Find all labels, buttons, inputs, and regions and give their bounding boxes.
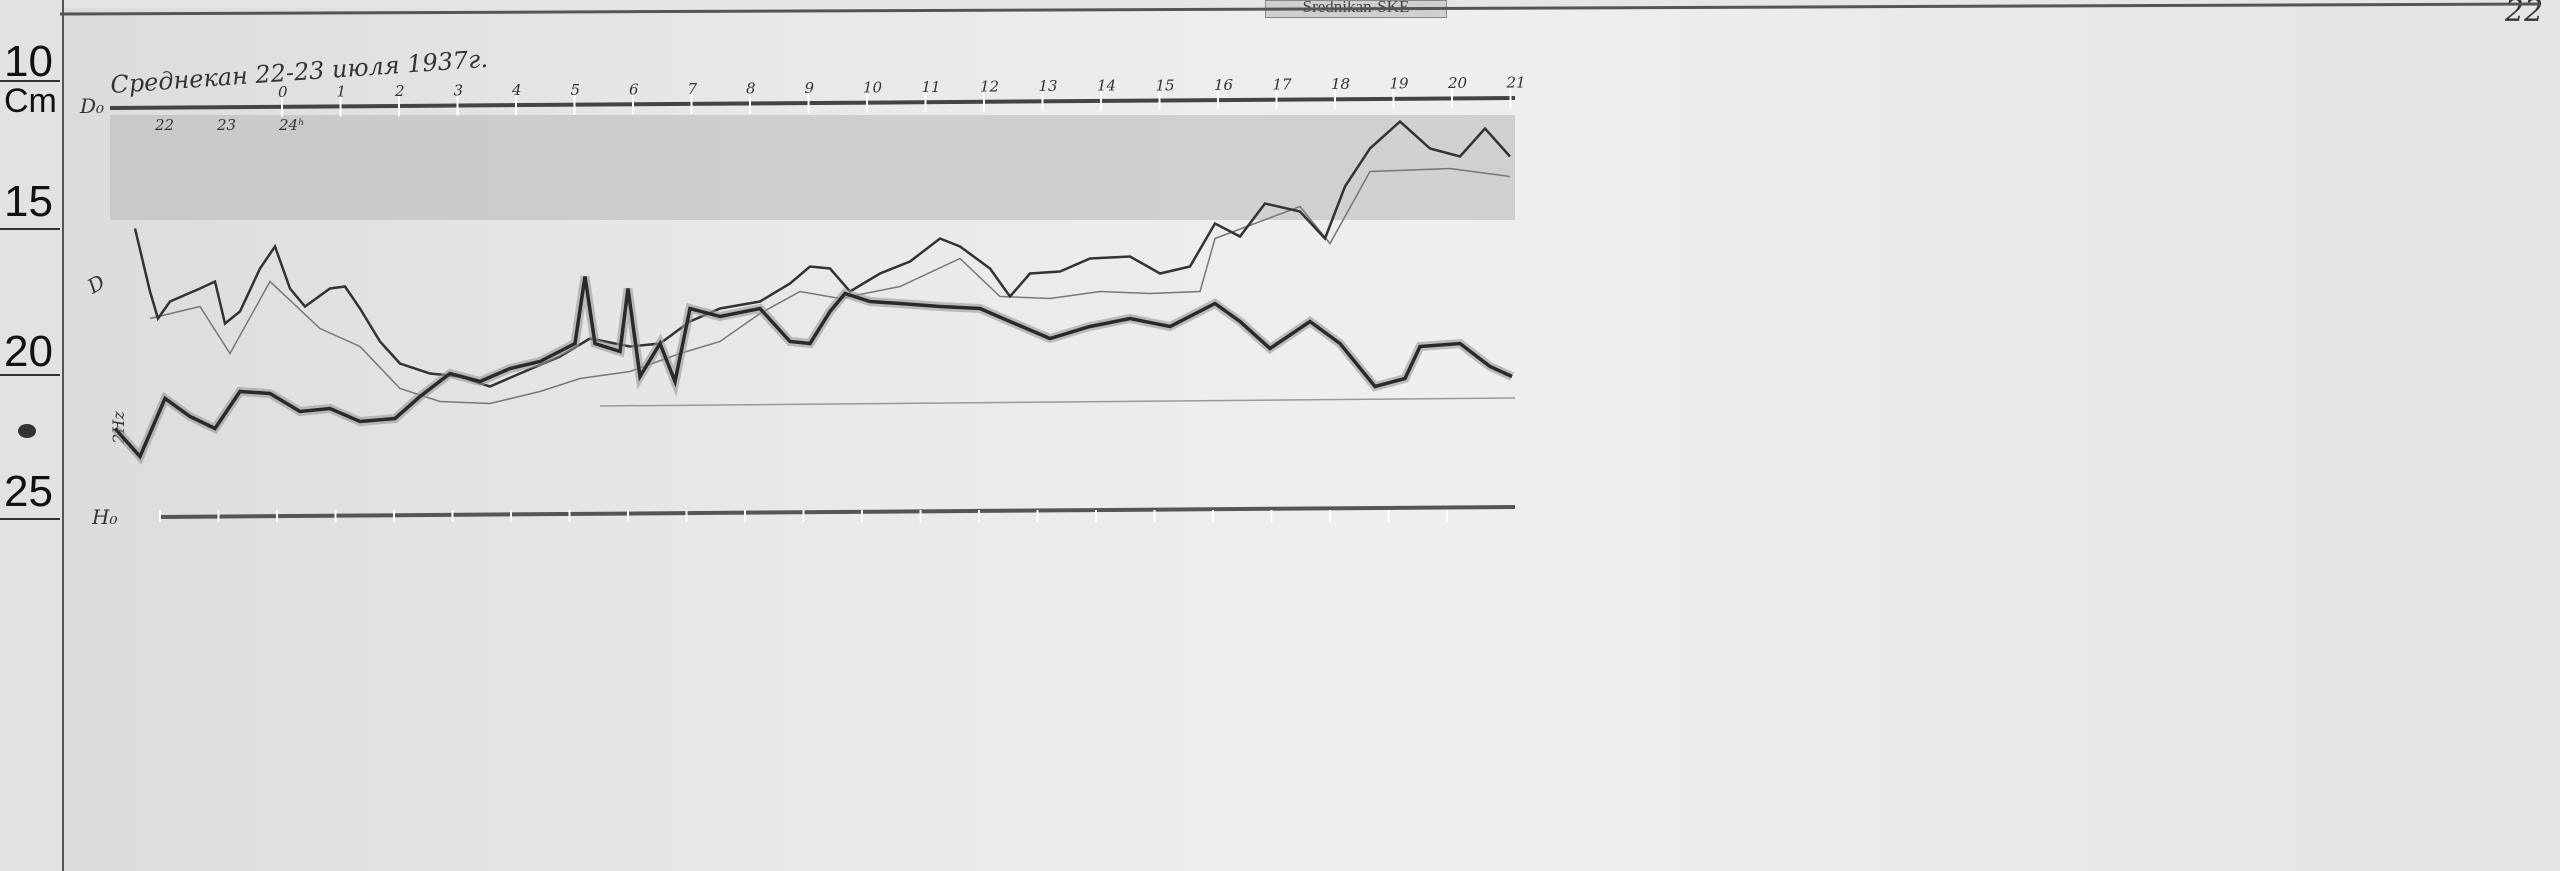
hour-label: 9	[805, 79, 815, 97]
hour-label: 12	[980, 78, 999, 96]
hour-label: 10	[863, 79, 883, 97]
hour-label: 13	[1039, 77, 1058, 95]
hour-label: 6	[629, 80, 639, 98]
hour-label: 5	[571, 81, 581, 99]
ruler-line	[0, 228, 60, 230]
ruler-label-20: 20	[4, 327, 53, 376]
declination-trace	[133, 119, 1511, 388]
hour-label: 0	[278, 83, 288, 101]
hour-label: 11	[922, 78, 941, 96]
top-edge-line	[59, 2, 2541, 16]
baseline-label-h0: H₀	[92, 505, 118, 529]
hour-label-prev-day: 22	[154, 116, 174, 134]
hour-label: 18	[1331, 75, 1350, 93]
horizontal-trace-halo	[111, 275, 1514, 465]
hour-label: 1	[337, 83, 347, 101]
baseline-label-d0: D₀	[80, 94, 105, 118]
hour-label: 19	[1390, 74, 1410, 92]
baseline-d0	[109, 96, 1516, 110]
ruler-label-25: 25	[4, 467, 53, 516]
horizontal-trace	[113, 276, 1513, 460]
hour-label: 16	[1214, 76, 1234, 94]
faint-reference-line	[599, 397, 1516, 407]
hour-label: 15	[1156, 76, 1175, 94]
hour-label: 21	[1506, 74, 1526, 92]
hour-label: 14	[1097, 77, 1116, 95]
gray-band	[110, 115, 1515, 220]
baseline-h0	[159, 505, 1516, 519]
hour-label: 17	[1273, 75, 1293, 93]
ruler-unit: Cm	[4, 82, 57, 120]
ruler-hole	[18, 424, 36, 438]
hour-label-prev-day: 23	[216, 116, 236, 134]
hour-label: 2	[394, 82, 405, 100]
ruler-line	[0, 80, 60, 82]
hour-label-prev-day: 24ʰ	[278, 116, 305, 134]
ruler-label-10: 10	[4, 37, 53, 86]
hour-label: 8	[746, 79, 756, 97]
ruler-line	[0, 518, 60, 520]
ruler-line	[0, 374, 60, 376]
ruler-label-15: 15	[4, 177, 53, 226]
hour-label: 3	[454, 82, 464, 100]
hour-label: 7	[688, 80, 698, 98]
faint-trace	[149, 167, 1511, 405]
cm-ruler: 10 Cm 15 20 25	[0, 0, 64, 871]
hour-label: 20	[1447, 74, 1468, 92]
hour-label: 4	[511, 81, 522, 99]
